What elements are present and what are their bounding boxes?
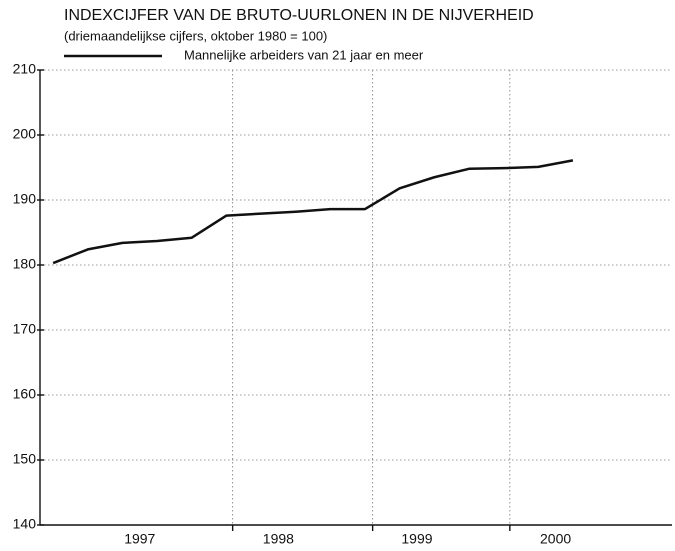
y-tick-label: 140: [13, 516, 37, 532]
y-tick-label: 180: [13, 256, 37, 272]
y-tick-label: 200: [13, 126, 37, 142]
x-tick-label: 2000: [540, 531, 571, 547]
legend-label: Mannelijke arbeiders van 21 jaar en meer: [184, 47, 424, 62]
chart-subtitle: (driemaandelijkse cijfers, oktober 1980 …: [64, 28, 327, 43]
chart-title: INDEXCIJFER VAN DE BRUTO-UURLONEN IN DE …: [64, 7, 534, 24]
x-tick-label: 1999: [401, 531, 432, 547]
x-tick-label: 1998: [263, 531, 294, 547]
y-tick-label: 150: [13, 451, 37, 467]
y-tick-label: 170: [13, 321, 37, 337]
y-tick-label: 190: [13, 191, 37, 207]
x-tick-label: 1997: [124, 531, 155, 547]
series-line: [52, 159, 574, 265]
y-tick-label: 160: [13, 386, 37, 402]
y-tick-label: 210: [13, 61, 37, 77]
